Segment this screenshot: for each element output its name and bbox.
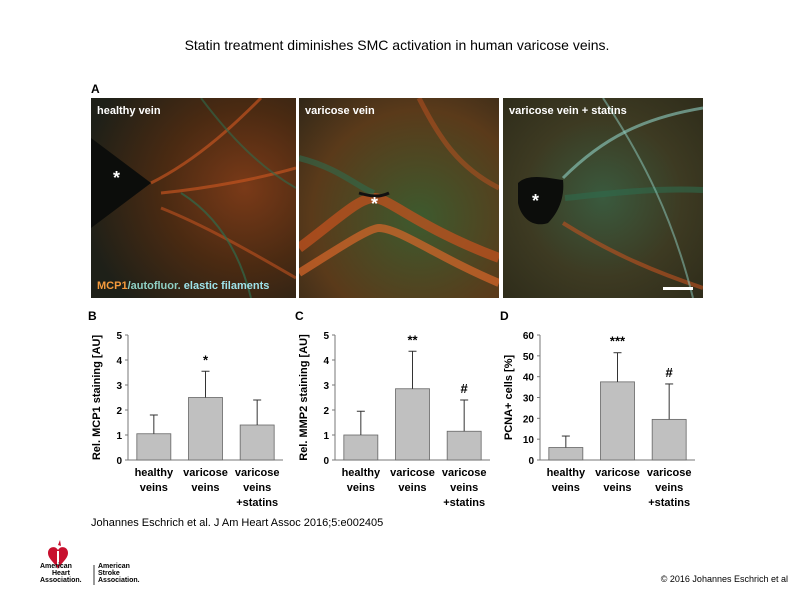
panel-letter: D bbox=[500, 309, 509, 323]
x-tick-label: veins bbox=[552, 482, 580, 494]
aha-asa-logo: American Heart Association. American Str… bbox=[38, 539, 150, 585]
x-tick-label: varicose bbox=[390, 467, 435, 479]
logo-right-line2: Stroke bbox=[98, 570, 120, 577]
logo-left-line2: Heart bbox=[52, 570, 70, 577]
y-tick-label: 50 bbox=[523, 352, 535, 363]
y-axis-label: Rel. MMP2 staining [AU] bbox=[298, 334, 310, 461]
x-tick-label: veins bbox=[243, 482, 271, 494]
micro-image-varicose-statins: varicose vein + statins * bbox=[503, 98, 703, 298]
bar bbox=[446, 430, 482, 461]
y-tick-label: 20 bbox=[523, 414, 535, 425]
x-tick-label: varicose bbox=[235, 467, 280, 479]
lumen-marker: * bbox=[532, 191, 540, 211]
citation: Johannes Eschrich et al. J Am Heart Asso… bbox=[91, 517, 384, 529]
x-tick-label: varicose bbox=[183, 467, 228, 479]
y-tick-label: 40 bbox=[523, 373, 535, 384]
x-tick-label: healthy bbox=[135, 467, 174, 479]
logo-left-line3: Association. bbox=[40, 577, 82, 584]
scale-bar bbox=[663, 287, 693, 290]
y-tick-label: 4 bbox=[323, 356, 329, 367]
x-tick-label: varicose bbox=[595, 467, 640, 479]
heart-torch-icon bbox=[48, 540, 95, 585]
y-tick-label: 60 bbox=[523, 331, 535, 342]
y-tick-label: 4 bbox=[116, 356, 122, 367]
panel-a-letter: A bbox=[91, 82, 100, 96]
panel-letter: C bbox=[295, 309, 304, 323]
x-tick-label: veins bbox=[140, 482, 168, 494]
x-tick-label: healthy bbox=[342, 467, 381, 479]
varicose-statins-tissue-image bbox=[503, 98, 703, 298]
significance-marker: # bbox=[666, 365, 674, 380]
y-axis-label: PCNA+ cells [%] bbox=[503, 355, 515, 441]
logo-right-line3: Association. bbox=[98, 577, 140, 584]
significance-marker: * bbox=[203, 352, 209, 367]
stain-legend: MCP1/autofluor. elastic filaments bbox=[97, 280, 269, 292]
y-tick-label: 2 bbox=[116, 406, 122, 417]
y-tick-label: 0 bbox=[323, 456, 329, 467]
logo-left-line1: American bbox=[40, 563, 72, 570]
legend-autofluor: /autofluor. bbox=[127, 280, 181, 292]
significance-marker: ** bbox=[407, 332, 418, 347]
x-tick-label: veins bbox=[655, 482, 683, 494]
y-tick-label: 3 bbox=[323, 381, 329, 392]
slide-title: Statin treatment diminishes SMC activati… bbox=[184, 37, 610, 53]
chart-d-pcna: D PCNA+ cells [%] 0 10 20 30 40 50 60 healthy vein… bbox=[500, 309, 695, 509]
legend-elastic: elastic filaments bbox=[180, 280, 270, 292]
micro-label-varicose: varicose vein bbox=[305, 105, 375, 117]
lumen-marker: * bbox=[113, 168, 121, 188]
x-tick-label: veins bbox=[398, 482, 426, 494]
micro-image-healthy-vein: healthy vein * MCP1/autofluor. elastic f… bbox=[91, 98, 296, 298]
chart-b-mcp1: B Rel. MCP1 staining [AU] 0 1 2 3 4 5 healthy vei… bbox=[88, 309, 283, 509]
x-tick-label: healthy bbox=[547, 467, 586, 479]
micro-label-varicose-statins: varicose vein + statins bbox=[509, 105, 627, 117]
legend-mcp1: MCP1 bbox=[97, 280, 128, 292]
significance-marker: *** bbox=[610, 334, 626, 349]
x-tick-label: veins bbox=[450, 482, 478, 494]
y-tick-label: 1 bbox=[116, 431, 122, 442]
bar bbox=[600, 381, 635, 461]
panel-letter: B bbox=[88, 309, 97, 323]
varicose-vein-tissue-image bbox=[299, 98, 499, 298]
significance-marker: # bbox=[461, 381, 469, 396]
bar bbox=[395, 388, 430, 461]
y-axis-label: Rel. MCP1 staining [AU] bbox=[91, 335, 103, 461]
copyright: © 2016 Johannes Eschrich et al bbox=[660, 574, 788, 584]
y-tick-label: 5 bbox=[116, 331, 122, 342]
lumen-marker: * bbox=[371, 194, 379, 214]
y-tick-label: 10 bbox=[523, 435, 535, 446]
bar bbox=[239, 424, 275, 461]
y-tick-label: 3 bbox=[116, 381, 122, 392]
bar bbox=[548, 447, 584, 461]
x-tick-label: +statins bbox=[236, 497, 278, 509]
bar bbox=[188, 397, 223, 461]
x-tick-label: +statins bbox=[648, 497, 690, 509]
y-tick-label: 0 bbox=[116, 456, 122, 467]
x-tick-label: veins bbox=[603, 482, 631, 494]
x-tick-label: varicose bbox=[442, 467, 487, 479]
y-tick-label: 1 bbox=[323, 431, 329, 442]
logo-right-line1: American bbox=[98, 563, 130, 570]
micro-label-healthy: healthy vein bbox=[97, 105, 161, 117]
x-tick-label: veins bbox=[191, 482, 219, 494]
bar bbox=[136, 433, 172, 461]
y-tick-label: 0 bbox=[528, 456, 534, 467]
bar bbox=[651, 418, 687, 461]
x-tick-label: veins bbox=[347, 482, 375, 494]
chart-c-mmp2: C Rel. MMP2 staining [AU] 0 1 2 3 4 5 healthy vei… bbox=[295, 309, 490, 509]
y-tick-label: 30 bbox=[523, 394, 535, 405]
bar bbox=[343, 434, 379, 461]
micro-image-varicose-vein: varicose vein * bbox=[299, 98, 499, 298]
healthy-vein-tissue-image bbox=[91, 98, 296, 298]
x-tick-label: varicose bbox=[647, 467, 692, 479]
y-tick-label: 2 bbox=[323, 406, 329, 417]
x-tick-label: +statins bbox=[443, 497, 485, 509]
y-tick-label: 5 bbox=[323, 331, 329, 342]
